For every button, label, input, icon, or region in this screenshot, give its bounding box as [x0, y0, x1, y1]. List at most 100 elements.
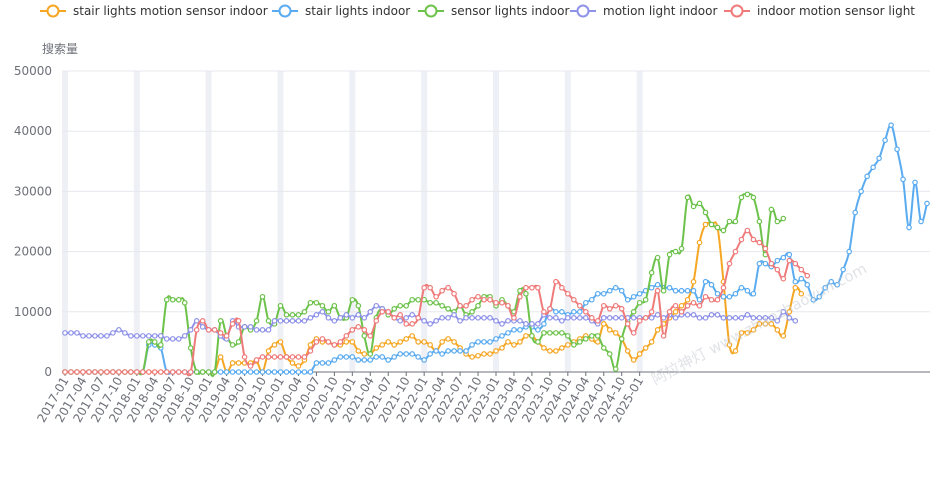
data-point: [756, 260, 763, 267]
data-point: [343, 333, 350, 339]
data-point: [385, 308, 392, 315]
data-point: [415, 315, 421, 321]
data-point: [493, 348, 499, 354]
data-point: [205, 327, 212, 333]
data-point: [624, 321, 631, 327]
data-point: [660, 333, 667, 339]
data-point: [379, 342, 386, 348]
data-point: [187, 369, 194, 375]
highlight-band: [349, 71, 356, 372]
data-point: [235, 369, 242, 375]
data-point: [259, 354, 266, 360]
legend-item[interactable]: stair lights motion sensor indoor: [40, 4, 268, 18]
data-point: [463, 315, 469, 321]
data-point: [259, 369, 266, 375]
data-point: [750, 315, 757, 321]
data-point: [475, 339, 481, 345]
data-point: [517, 293, 523, 300]
data-point: [146, 333, 152, 339]
data-point: [684, 296, 691, 303]
data-point: [457, 348, 463, 354]
data-point: [606, 351, 613, 357]
data-point: [421, 284, 427, 291]
highlight-band: [205, 71, 212, 372]
data-point: [720, 293, 727, 300]
data-point: [157, 369, 164, 375]
data-point: [888, 122, 894, 128]
data-point: [654, 327, 661, 333]
data-point: [720, 315, 727, 321]
data-point: [846, 248, 852, 255]
data-point: [672, 248, 679, 255]
data-point: [714, 312, 721, 318]
highlight-band: [62, 71, 68, 372]
data-point: [247, 363, 254, 369]
data-point: [786, 257, 793, 264]
data-point: [475, 315, 481, 321]
data-point: [229, 342, 236, 348]
legend-item[interactable]: indoor motion sensor light: [724, 4, 915, 18]
data-point: [235, 339, 242, 345]
series-5: [62, 227, 811, 377]
data-point: [798, 290, 805, 297]
data-point: [445, 348, 451, 354]
legend-item[interactable]: motion light indoor: [570, 4, 717, 18]
data-point: [870, 164, 876, 171]
data-point: [732, 348, 739, 354]
data-point: [481, 315, 487, 321]
data-point: [277, 369, 284, 375]
data-point: [684, 287, 691, 294]
data-point: [606, 287, 613, 294]
legend-item[interactable]: stair lights indoor: [272, 4, 410, 18]
data-point: [355, 324, 362, 330]
data-point: [678, 302, 685, 309]
data-point: [373, 354, 380, 360]
data-point: [762, 260, 769, 267]
data-point: [630, 293, 637, 300]
data-point: [732, 248, 739, 255]
data-point: [427, 299, 433, 306]
data-point: [385, 357, 392, 363]
data-point: [618, 287, 625, 294]
data-point: [582, 299, 589, 306]
data-point: [259, 327, 266, 333]
data-point: [247, 369, 254, 375]
data-point: [469, 308, 475, 315]
data-point: [80, 333, 86, 339]
data-point: [445, 284, 451, 291]
data-point: [852, 209, 858, 216]
data-point: [259, 293, 266, 300]
legend-label: indoor motion sensor light: [757, 4, 915, 18]
data-point: [80, 369, 86, 375]
data-point: [403, 336, 410, 342]
data-point: [307, 315, 314, 321]
data-point: [541, 308, 547, 315]
data-point: [277, 354, 284, 360]
highlight-band: [493, 71, 499, 372]
data-point: [301, 354, 308, 360]
data-point: [367, 333, 374, 339]
data-point: [343, 312, 350, 318]
data-point: [696, 200, 703, 207]
data-point: [313, 299, 320, 306]
data-point: [74, 369, 80, 375]
data-point: [92, 333, 98, 339]
legend[interactable]: stair lights motion sensor indoor stair l…: [40, 4, 915, 18]
highlight-band: [277, 71, 284, 372]
data-point: [636, 351, 643, 357]
data-point: [642, 315, 649, 321]
data-point: [493, 318, 499, 324]
data-point: [463, 302, 469, 309]
data-point: [810, 296, 817, 303]
data-point: [151, 369, 158, 375]
data-point: [343, 339, 350, 345]
legend-item[interactable]: sensor lights indoor: [418, 4, 569, 18]
data-point: [205, 369, 212, 375]
data-point: [505, 330, 511, 336]
data-point: [774, 318, 781, 324]
data-point: [738, 236, 745, 243]
data-point: [355, 312, 362, 318]
data-point: [439, 287, 445, 294]
data-point: [517, 318, 523, 324]
data-point: [696, 315, 703, 321]
